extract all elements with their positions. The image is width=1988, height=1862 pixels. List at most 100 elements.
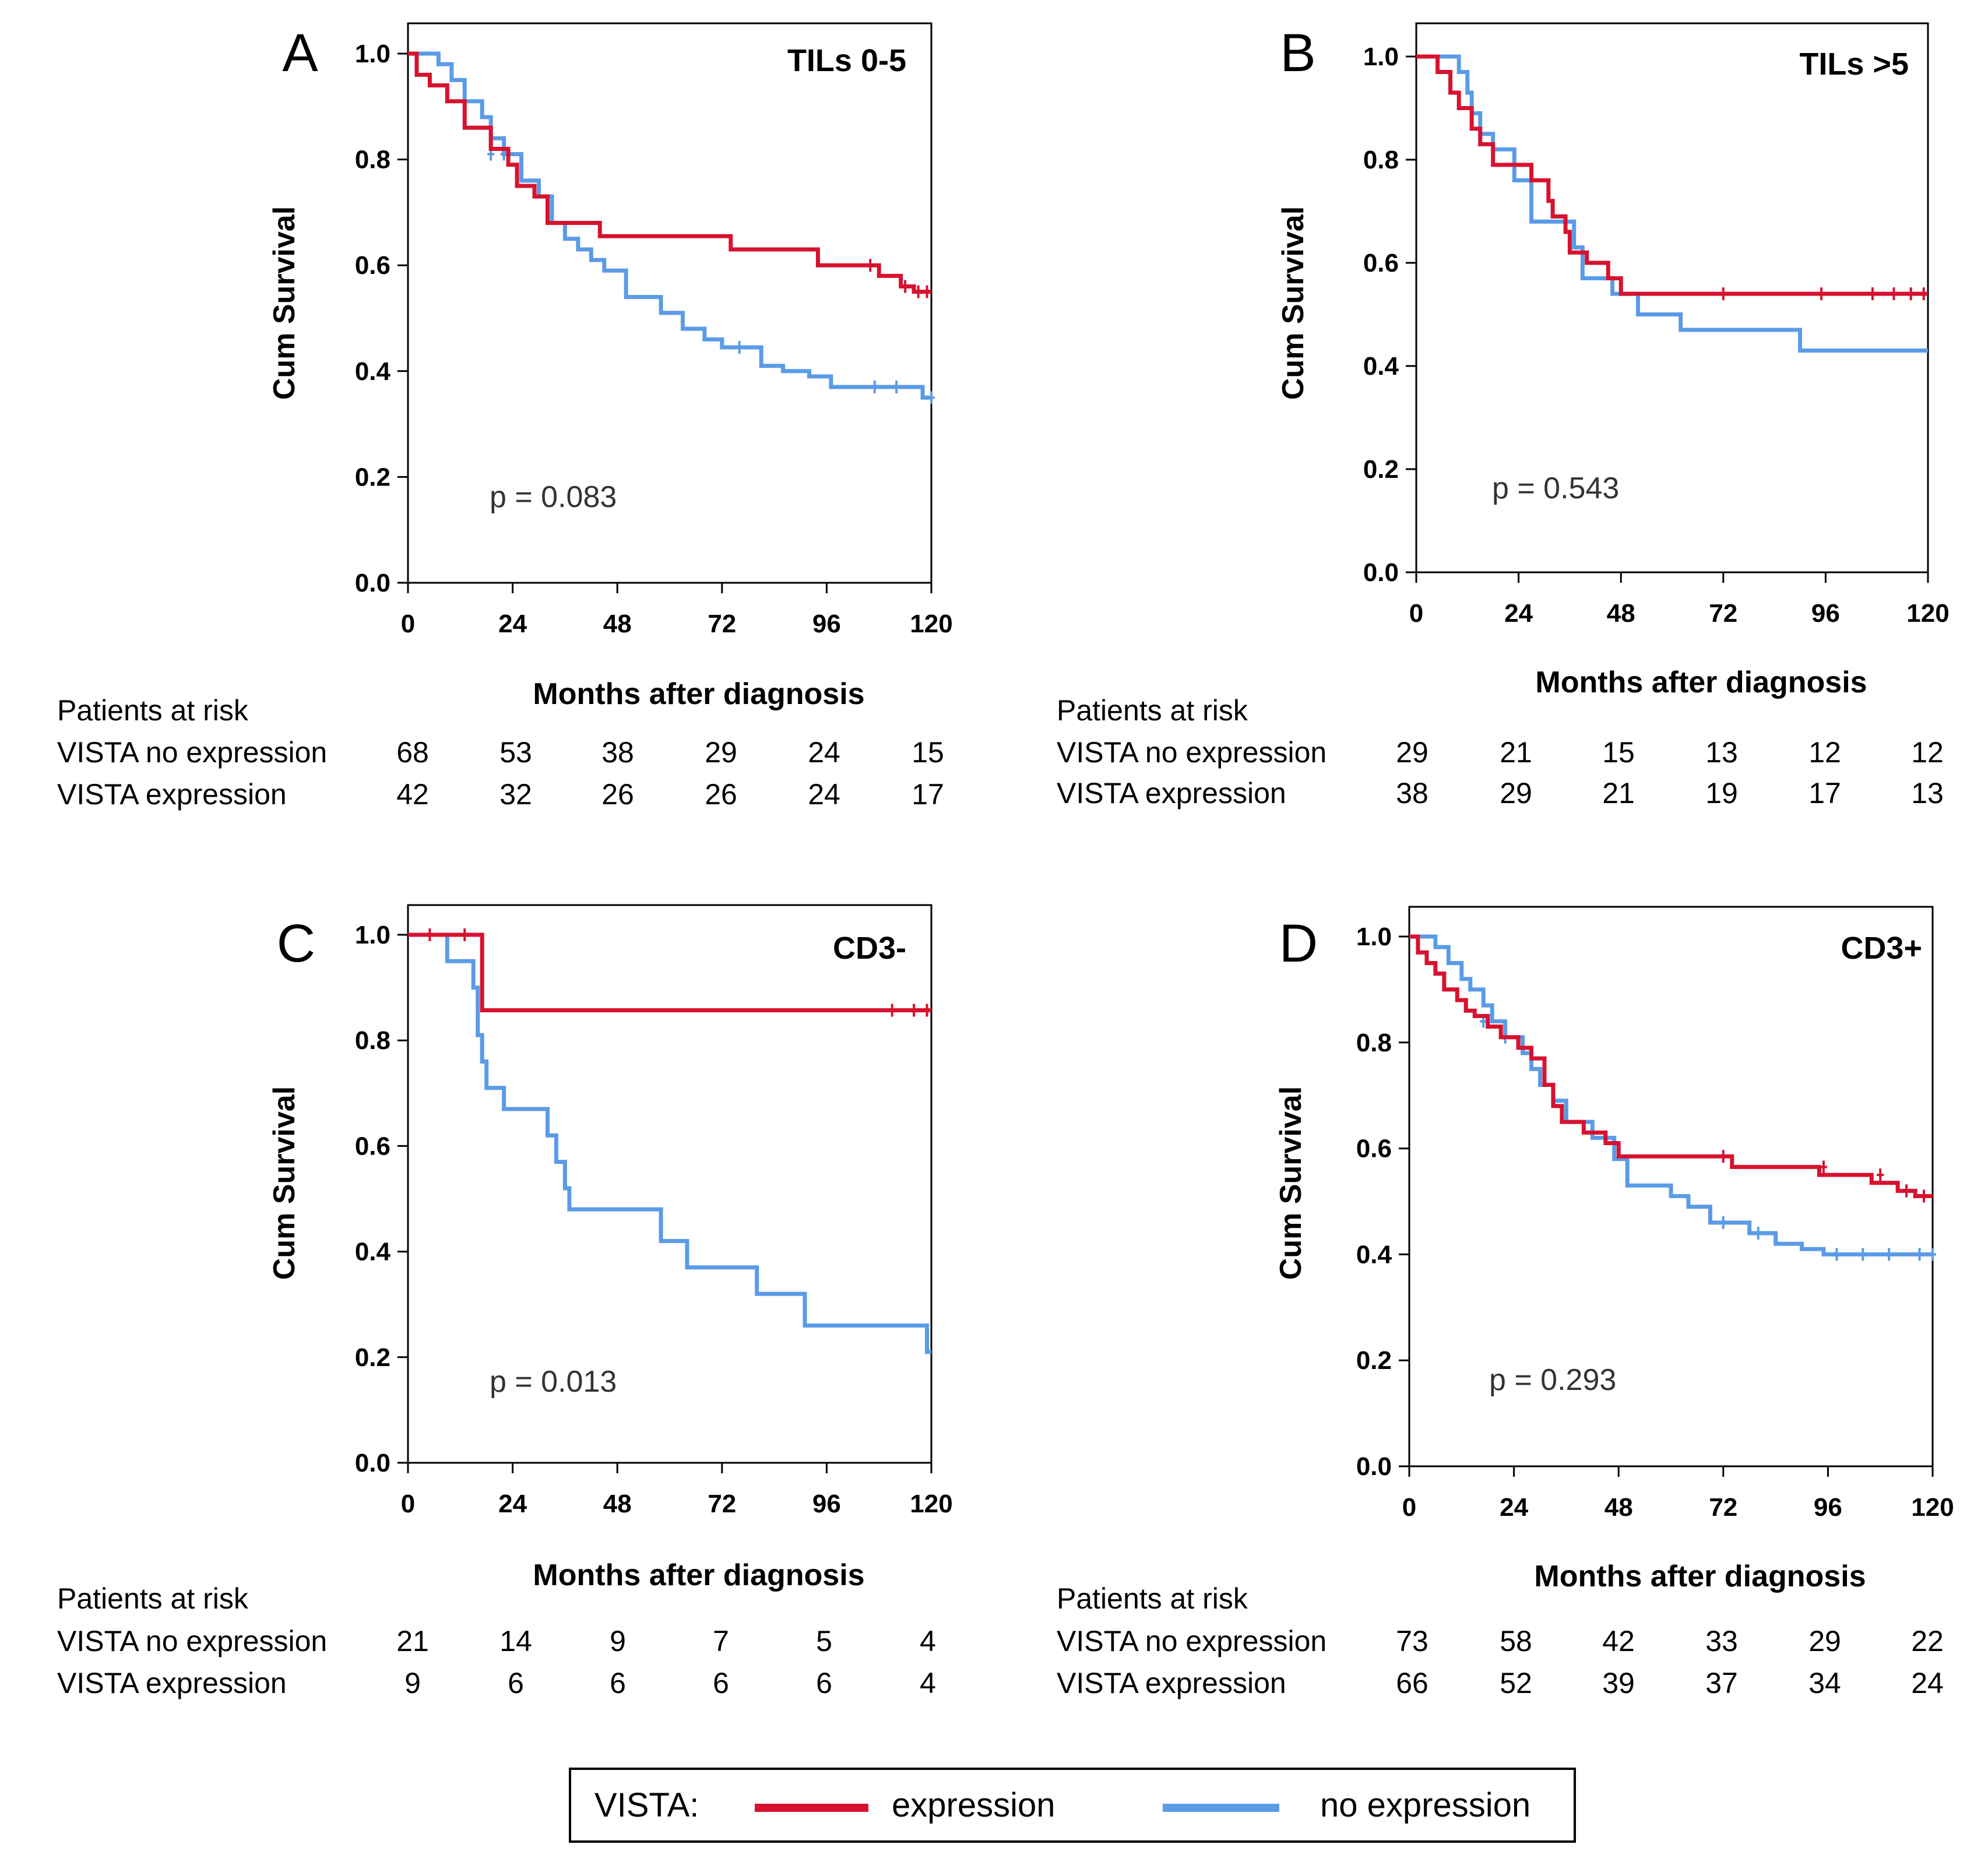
risk-value: 38 <box>1396 777 1428 809</box>
risk-value: 13 <box>1705 736 1738 769</box>
panel-d: 0.0 0.2 0.4 0.6 0.8 1.0 0 24 48 72 96 120 D CD3+ Cum S… <box>1057 906 1954 1699</box>
x-axis-title: Months after diagnosis <box>533 1558 864 1592</box>
survival-curve-expression <box>408 51 931 294</box>
y-axis-title: Cum Survival <box>1274 1086 1308 1280</box>
censor-mark-expression <box>1877 1168 1884 1182</box>
survival-curve-no-expression <box>1409 934 1933 1256</box>
risk-row-label: VISTA expression <box>57 778 287 811</box>
p-value: p = 0.293 <box>1489 1363 1616 1397</box>
legend-prefix: VISTA: <box>594 1786 699 1824</box>
censor-mark-expression <box>888 1004 896 1017</box>
risk-row-label: VISTA expression <box>1057 777 1286 809</box>
legend-box <box>569 1768 1576 1843</box>
risk-table-heading: Patients at risk <box>1057 694 1248 727</box>
censor-mark-no-expression <box>1885 1248 1893 1261</box>
censor-mark-expression <box>461 928 469 941</box>
y-tick-label: 0.0 <box>1363 558 1399 587</box>
x-tick-label: 48 <box>603 610 632 638</box>
y-axis-title: Cum Survival <box>268 206 301 400</box>
censor-mark-expression <box>1920 1189 1928 1203</box>
y-axis-title: Cum Survival <box>268 1086 301 1280</box>
x-axis-title: Months after diagnosis <box>1534 1560 1866 1593</box>
risk-value: 33 <box>1705 1625 1738 1657</box>
panel-letter: C <box>277 914 315 973</box>
y-tick-label: 0.0 <box>355 1449 390 1477</box>
risk-row-label: VISTA expression <box>1057 1667 1286 1699</box>
x-tick-label: 96 <box>1811 599 1840 628</box>
legend-label-no-expression: no expression <box>1320 1786 1530 1824</box>
x-tick-label: 24 <box>498 610 527 638</box>
x-tick-label: 24 <box>1500 1493 1528 1522</box>
x-tick-label: 24 <box>1504 599 1533 628</box>
risk-row-label: VISTA no expression <box>57 736 327 769</box>
x-axis-title: Months after diagnosis <box>1535 666 1867 699</box>
risk-value: 22 <box>1911 1625 1944 1657</box>
risk-row-label: VISTA no expression <box>57 1625 327 1657</box>
survival-curve-expression <box>1409 934 1933 1198</box>
risk-value: 6 <box>610 1667 626 1699</box>
x-tick-label: 72 <box>1709 1493 1737 1522</box>
panel-letter: A <box>282 23 318 83</box>
x-tick-label: 48 <box>1605 1493 1633 1522</box>
censor-mark-expression <box>1903 1184 1910 1198</box>
survival-curve-expression <box>408 932 931 1013</box>
censor-mark-expression <box>1719 1150 1727 1163</box>
risk-value: 29 <box>1396 736 1428 769</box>
risk-value: 66 <box>1396 1667 1428 1699</box>
y-tick-label: 0.6 <box>355 251 390 280</box>
censor-mark-expression <box>902 280 909 293</box>
risk-value: 9 <box>610 1625 626 1657</box>
risk-value: 24 <box>1911 1667 1944 1699</box>
plot-frame <box>1415 22 1929 573</box>
x-tick-label: 120 <box>1906 599 1949 628</box>
y-tick-label: 0.8 <box>355 146 390 174</box>
risk-value: 4 <box>920 1667 936 1699</box>
y-tick-label: 0.2 <box>355 1343 390 1372</box>
risk-value: 15 <box>912 736 944 769</box>
risk-value: 73 <box>1396 1625 1428 1657</box>
censor-mark-no-expression <box>893 381 900 394</box>
risk-value: 42 <box>1602 1625 1635 1657</box>
risk-value: 26 <box>601 778 634 811</box>
risk-value: 29 <box>705 736 737 769</box>
panel-a: 0.0 0.2 0.4 0.6 0.8 1.0 0 24 48 72 96 120 A TILs 0-5 C… <box>57 22 953 811</box>
risk-value: 17 <box>1808 777 1841 809</box>
censor-mark-expression <box>867 259 874 272</box>
censor-mark-expression <box>1818 287 1825 301</box>
y-tick-label: 0.8 <box>1356 1029 1392 1057</box>
x-tick-label: 96 <box>812 610 841 638</box>
x-tick-label: 24 <box>498 1490 527 1518</box>
risk-value: 6 <box>816 1667 832 1699</box>
x-tick-label: 120 <box>910 610 952 638</box>
p-value: p = 0.083 <box>490 480 617 514</box>
risk-value: 12 <box>1808 736 1841 769</box>
risk-value: 14 <box>499 1625 532 1657</box>
risk-value: 19 <box>1705 777 1738 809</box>
y-tick-label: 1.0 <box>355 921 390 949</box>
censor-mark-expression <box>1920 287 1927 301</box>
x-tick-label: 0 <box>1402 1493 1416 1522</box>
censor-mark-expression <box>1820 1160 1827 1174</box>
risk-value: 6 <box>508 1667 524 1699</box>
risk-value: 17 <box>912 778 944 811</box>
censor-mark-no-expression <box>871 381 878 394</box>
risk-value: 37 <box>1705 1667 1738 1699</box>
risk-value: 24 <box>808 736 840 769</box>
y-tick-label: 0.4 <box>1363 352 1399 381</box>
risk-value: 68 <box>396 736 429 769</box>
plot-frame <box>407 904 933 1464</box>
y-tick-label: 0.4 <box>355 357 391 386</box>
censor-mark-expression <box>910 1004 918 1017</box>
censor-mark-expression <box>914 285 922 298</box>
y-tick-label: 0.4 <box>1356 1240 1392 1269</box>
censor-mark-expression <box>923 285 931 298</box>
risk-value: 58 <box>1500 1625 1532 1657</box>
x-axis-title: Months after diagnosis <box>533 677 864 711</box>
risk-value: 42 <box>396 778 429 811</box>
risk-value: 9 <box>404 1667 421 1699</box>
x-tick-label: 0 <box>1409 599 1423 628</box>
panel-b: 0.0 0.2 0.4 0.6 0.8 1.0 0 24 48 72 96 120 B TILs >5 Cu… <box>1057 22 1950 809</box>
censor-mark-no-expression <box>1859 1248 1867 1261</box>
